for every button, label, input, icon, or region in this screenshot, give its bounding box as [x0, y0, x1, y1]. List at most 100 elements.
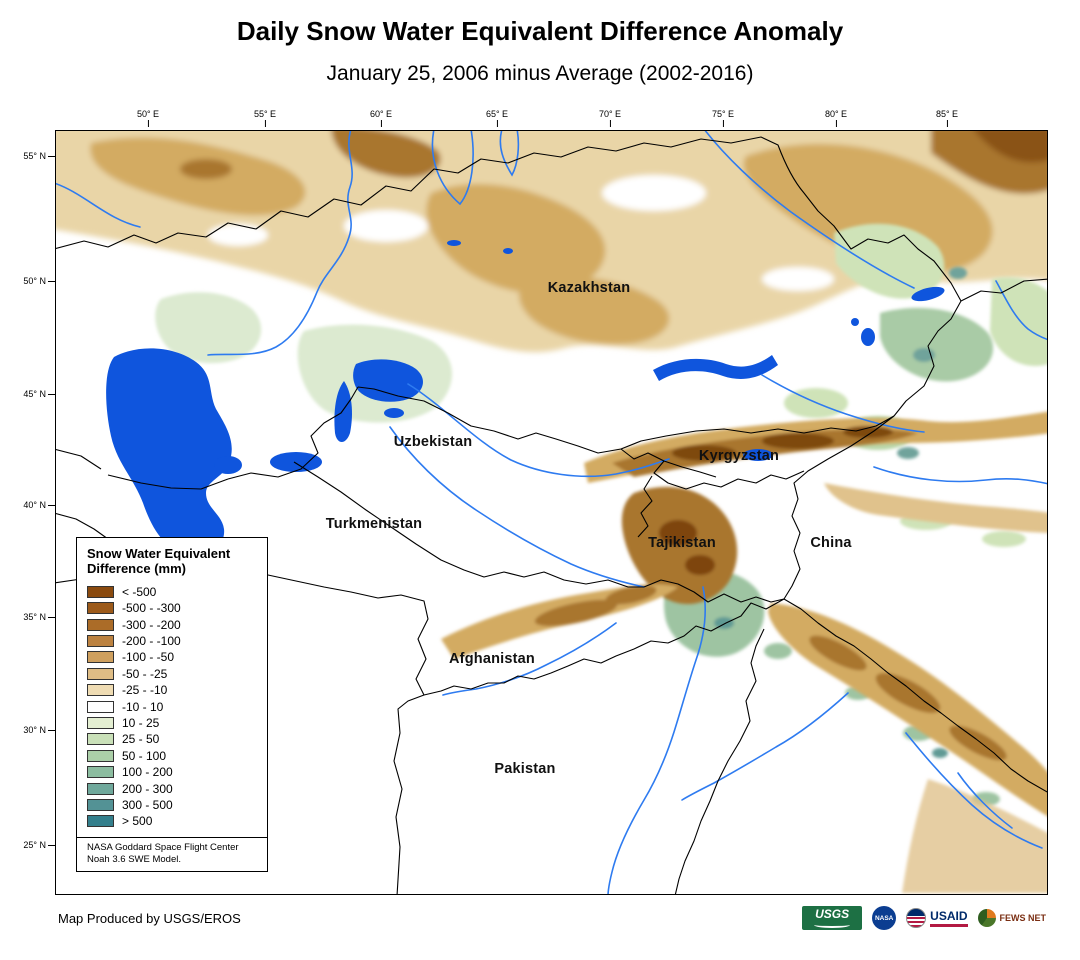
usaid-text-block: USAID — [930, 910, 968, 927]
water-bodies — [106, 240, 945, 556]
longitude-tick-label: 80° E — [824, 109, 848, 119]
longitude-tick: 85° E — [936, 109, 958, 127]
longitude-tick-label: 50° E — [136, 109, 160, 119]
longitude-tick-label: 75° E — [711, 109, 735, 119]
border-china-kyrgyzstan-tajikistan — [783, 415, 895, 600]
longitude-tick: 55° E — [254, 109, 276, 127]
latitude-tick: 25° N — [23, 840, 55, 850]
irtysh-river — [704, 131, 915, 289]
tick-mark — [264, 120, 266, 127]
tick-mark — [48, 280, 55, 282]
usgs-logo: USGS — [802, 906, 863, 930]
logo-row: USGS NASA USAID FEWS NET — [802, 906, 1046, 930]
longitude-tick: 50° E — [137, 109, 159, 127]
map-credit: Map Produced by USGS/EROS — [58, 910, 241, 926]
tick-mark — [48, 155, 55, 157]
legend-swatch — [87, 733, 114, 746]
legend-class-label: -300 - -200 — [122, 617, 181, 632]
page-title: Daily Snow Water Equivalent Difference A… — [236, 16, 844, 46]
ishim-river — [431, 131, 474, 206]
sarygamysh-lake — [270, 452, 322, 472]
legend-class-row: 100 - 200 — [87, 764, 257, 780]
tick-mark — [496, 120, 498, 127]
border-kazakhstan-turkmenistan — [227, 386, 359, 480]
legend-class-label: -25 - -10 — [122, 683, 168, 698]
border-afghanistan-north — [643, 579, 785, 603]
legend-class-row: -500 - -300 — [87, 600, 257, 616]
aral-sea-north — [353, 359, 423, 402]
legend-swatch — [87, 749, 114, 762]
legend-class-row: -50 - -25 — [87, 666, 257, 682]
legend-source-note: NASA Goddard Space Flight Center Noah 3.… — [77, 836, 267, 867]
legend-class-label: 50 - 100 — [122, 748, 167, 763]
legend-class-row: -200 - -100 — [87, 633, 257, 649]
border-kazakhstan-russia-china — [56, 136, 962, 417]
legend-class-row: 10 - 25 — [87, 715, 257, 731]
rivers — [56, 131, 1047, 894]
tarim-river — [873, 466, 1047, 485]
legend-swatch — [87, 618, 114, 631]
legend-swatch — [87, 635, 114, 648]
kara-bogaz-gol — [214, 456, 242, 474]
tick-mark — [380, 120, 382, 127]
latitude-tick: 30° N — [23, 725, 55, 735]
tick-mark — [48, 729, 55, 731]
nasa-logo: NASA — [872, 906, 897, 930]
latitude-tick-label: 35° N — [23, 612, 46, 622]
legend-class-label: -200 - -100 — [122, 634, 181, 649]
legend-class-row: -100 - -50 — [87, 649, 257, 665]
tick-mark — [48, 616, 55, 618]
latitude-tick-label: 40° N — [23, 500, 46, 510]
legend-class-label: -500 - -300 — [122, 601, 181, 616]
caspian-sea — [106, 348, 232, 556]
legend-swatch — [87, 602, 114, 615]
usaid-red-bar — [930, 923, 968, 927]
legend-swatch — [87, 716, 114, 729]
legend-class-row: -25 - -10 — [87, 682, 257, 698]
longitude-axis: 50° E 55° E 60° E 65° E 70° E — [0, 109, 1080, 131]
longitude-tick-label: 55° E — [253, 109, 277, 119]
longitude-tick: 70° E — [599, 109, 621, 127]
page-subtitle: January 25, 2006 minus Average (2002-201… — [326, 62, 754, 85]
border-afghanistan-pakistan — [423, 598, 785, 696]
legend-class-row: -300 - -200 — [87, 616, 257, 632]
legend-class-row: > 500 — [87, 813, 257, 829]
aral-sea-west — [334, 381, 352, 442]
border-kazakhstan-uzbekistan — [357, 386, 622, 454]
legend-class-label: 200 - 300 — [122, 781, 173, 796]
legend-swatch — [87, 684, 114, 697]
longitude-tick-label: 60° E — [369, 109, 393, 119]
longitude-tick: 65° E — [486, 109, 508, 127]
latitude-tick-label: 25° N — [23, 840, 46, 850]
lake-alakol — [861, 328, 875, 346]
legend-swatch — [87, 766, 114, 779]
lake-zaysan — [911, 286, 945, 302]
tick-mark — [946, 120, 948, 127]
border-china-india — [783, 598, 1047, 793]
legend-class-row: 50 - 100 — [87, 748, 257, 764]
ural-river — [207, 131, 353, 356]
legend-swatch — [87, 798, 114, 811]
legend-class-row: 300 - 500 — [87, 797, 257, 813]
footer: Map Produced by USGS/EROS USGS NASA USAI… — [58, 903, 1046, 933]
fews-net-logo: FEWS NET — [977, 909, 1046, 927]
longitude-tick: 80° E — [825, 109, 847, 127]
amu-darya-river — [389, 426, 645, 588]
latitude-tick: 35° N — [23, 612, 55, 622]
legend-class-label: -10 - 10 — [122, 699, 164, 714]
legend-swatch — [87, 815, 114, 828]
indus-river — [607, 586, 706, 894]
latitude-tick-label: 45° N — [23, 389, 46, 399]
legend-swatch — [87, 782, 114, 795]
legend-swatch — [87, 700, 114, 713]
legend-classes: < -500 -500 - -300 -300 - -200 - — [87, 584, 257, 830]
country-borders — [56, 136, 1047, 894]
syr-darya-river — [407, 383, 670, 478]
legend-class-label: -50 - -25 — [122, 666, 168, 681]
latitude-tick-label: 55° N — [23, 151, 46, 161]
tick-mark — [48, 844, 55, 846]
latitude-axis: 55° N 50° N 45° N 40° N 35° N — [0, 0, 55, 960]
border-kazakhstan-kyrgyzstan — [620, 415, 895, 450]
legend-class-label: < -500 — [122, 584, 157, 599]
border-fergana-valley — [620, 448, 805, 490]
